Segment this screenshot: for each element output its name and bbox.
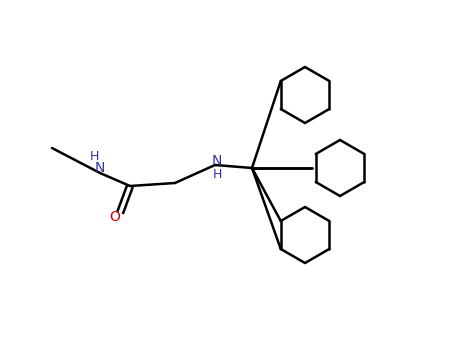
Text: H: H: [89, 149, 99, 162]
Text: N: N: [95, 161, 105, 175]
Text: O: O: [110, 210, 121, 224]
Text: H: H: [212, 168, 222, 182]
Text: N: N: [212, 154, 222, 168]
